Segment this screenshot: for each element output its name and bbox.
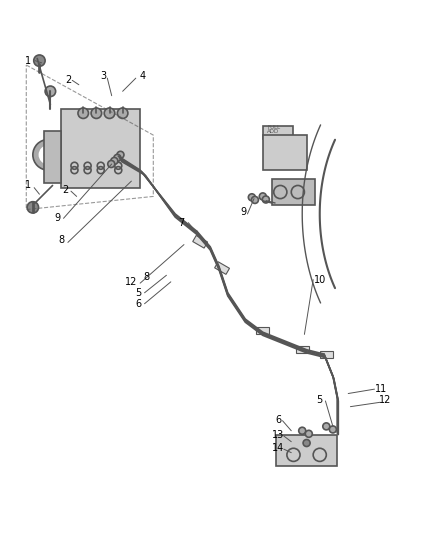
Text: 1: 1: [25, 181, 32, 190]
Circle shape: [323, 423, 330, 430]
Bar: [193, 236, 208, 248]
Text: 5: 5: [317, 395, 323, 405]
Circle shape: [329, 426, 336, 433]
Bar: [320, 351, 333, 358]
Text: 8: 8: [58, 235, 64, 245]
Text: 9: 9: [54, 213, 60, 223]
Text: 5: 5: [135, 288, 141, 298]
Circle shape: [303, 440, 310, 447]
Text: 12: 12: [125, 277, 138, 287]
Circle shape: [305, 430, 312, 437]
Text: 14: 14: [272, 443, 284, 453]
Bar: [263, 126, 293, 140]
Circle shape: [78, 108, 88, 118]
Text: ADD: ADD: [267, 129, 279, 134]
Text: 6: 6: [135, 298, 141, 309]
Circle shape: [251, 197, 258, 204]
Circle shape: [91, 108, 102, 118]
Circle shape: [34, 55, 45, 66]
Circle shape: [111, 157, 118, 165]
Bar: [276, 435, 337, 466]
Circle shape: [262, 196, 269, 203]
Circle shape: [117, 108, 128, 118]
Circle shape: [33, 140, 64, 170]
Circle shape: [27, 201, 39, 213]
Text: 13: 13: [272, 430, 284, 440]
Circle shape: [259, 193, 266, 200]
Text: 7: 7: [179, 217, 185, 228]
Text: 8: 8: [144, 272, 150, 282]
Text: 12: 12: [379, 395, 392, 405]
Bar: [263, 135, 307, 170]
Bar: [272, 179, 315, 205]
Text: 2: 2: [63, 185, 69, 195]
Text: 2: 2: [65, 75, 71, 85]
Bar: [296, 346, 309, 353]
Circle shape: [299, 427, 306, 434]
Circle shape: [45, 86, 56, 96]
Bar: [61, 109, 140, 188]
Circle shape: [117, 151, 124, 158]
Text: 11: 11: [375, 384, 387, 394]
Circle shape: [104, 108, 115, 118]
Text: 10: 10: [314, 274, 326, 285]
Text: 3: 3: [100, 71, 106, 81]
Text: 6: 6: [275, 415, 281, 425]
Circle shape: [114, 155, 121, 161]
Text: 1: 1: [25, 55, 32, 66]
Text: 4: 4: [139, 71, 145, 81]
Bar: [44, 131, 61, 183]
Circle shape: [45, 151, 52, 158]
Circle shape: [108, 160, 115, 167]
Text: FULL: FULL: [267, 125, 280, 130]
Circle shape: [39, 146, 57, 164]
Bar: [256, 327, 269, 334]
Text: 9: 9: [240, 207, 246, 217]
Bar: [215, 262, 230, 274]
Circle shape: [248, 194, 255, 201]
